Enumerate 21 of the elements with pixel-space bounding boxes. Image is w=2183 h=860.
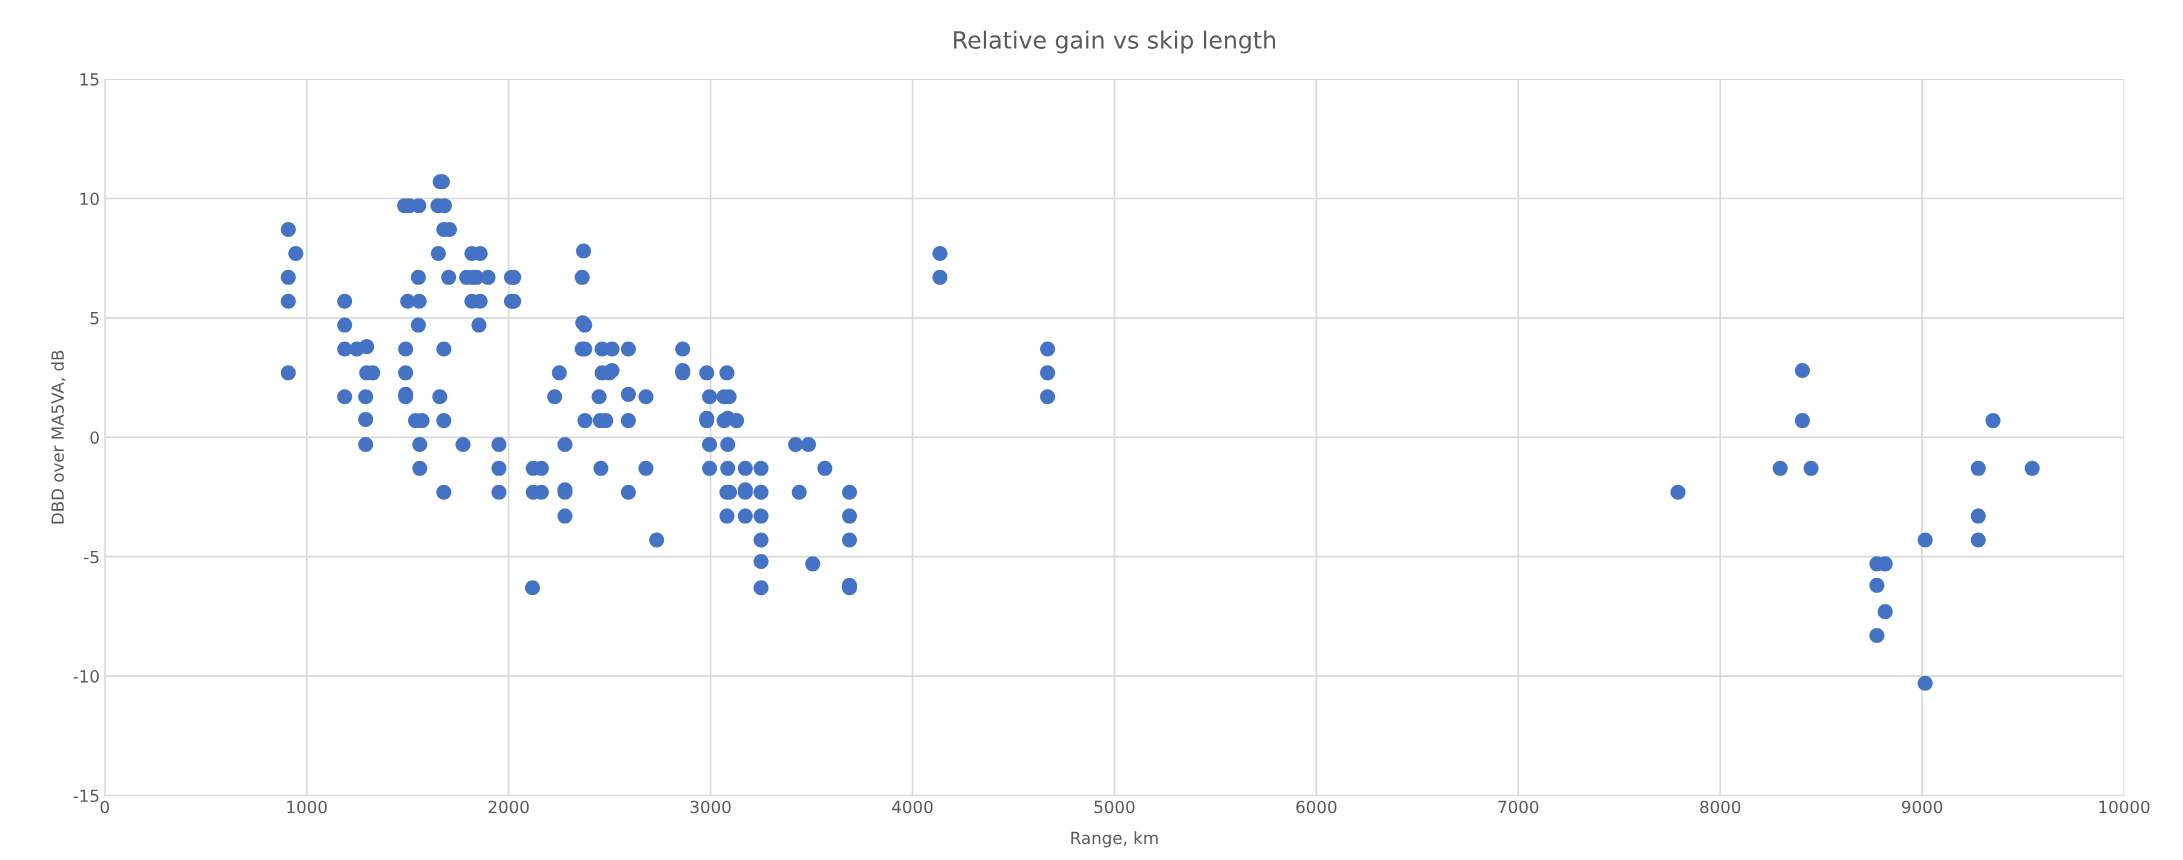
y-tick-label: -5 bbox=[84, 550, 99, 564]
y-tick-label: 5 bbox=[90, 312, 99, 325]
x-tick-label: 1000 bbox=[287, 800, 327, 814]
x-tick-label: 3000 bbox=[690, 800, 731, 814]
x-tick-label: 2000 bbox=[488, 800, 529, 814]
x-tick-label: 4000 bbox=[892, 800, 933, 814]
y-tick-label: -15 bbox=[73, 789, 99, 803]
x-tick-label: 0 bbox=[100, 800, 109, 814]
x-tick-label: 7000 bbox=[1498, 800, 1539, 814]
y-axis-title: DBD over MA5VA, dB bbox=[51, 350, 66, 524]
y-tick-label: 10 bbox=[80, 192, 99, 206]
y-tick-label: 0 bbox=[90, 431, 99, 444]
y-tick-label: 15 bbox=[80, 73, 99, 86]
x-tick-label: 9000 bbox=[1901, 800, 1943, 814]
x-tick-label: 8000 bbox=[1700, 800, 1741, 814]
x-axis-title: Range, km bbox=[1071, 831, 1158, 848]
x-tick-label: 10000 bbox=[2099, 800, 2150, 814]
x-tick-label: 5000 bbox=[1094, 800, 1135, 814]
y-tick-label: -10 bbox=[73, 670, 99, 683]
chart-title: Relative gain vs skip length bbox=[954, 30, 1276, 54]
x-tick-label: 6000 bbox=[1296, 800, 1337, 814]
